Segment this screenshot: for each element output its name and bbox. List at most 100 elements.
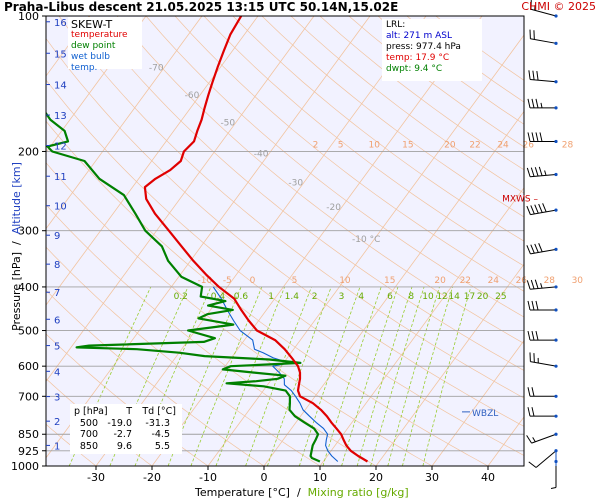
wind-barb <box>526 432 558 444</box>
wind-barb <box>528 70 558 84</box>
table-header: T <box>126 406 132 417</box>
lrl-title: LRL: <box>386 20 406 30</box>
copyright-notice: CHMI © 2025 <box>521 0 596 13</box>
wind-barb-half-feather <box>540 102 543 108</box>
dry-adiabat-line <box>46 423 97 466</box>
mixing-ratio-label: 0.2 <box>174 292 188 302</box>
mixing-ratio-line <box>245 286 312 466</box>
mxws-label: MXWS – <box>502 194 538 204</box>
sounding-table: p [hPa] T Td [°C] 500 -19.0 -31.3 700 -2… <box>70 404 182 454</box>
table-cell: -4.5 <box>151 429 170 440</box>
isotherm-line <box>46 16 203 230</box>
mixing-ratio-label: 0.6 <box>234 292 249 302</box>
wind-barb-feather <box>542 203 547 213</box>
isotherm-line <box>207 34 524 466</box>
wind-barb-staff <box>530 8 557 17</box>
wind-barb-feather <box>538 166 543 176</box>
isotherm-line <box>544 16 600 466</box>
temperature-tick-label: -30 <box>87 471 105 484</box>
wind-barb <box>528 449 558 468</box>
pressure-tick-label: 700 <box>18 390 39 403</box>
wind-barb-station <box>554 14 558 18</box>
wind-barb-feather <box>530 167 535 177</box>
wind-barb-staff <box>530 173 557 178</box>
wind-barb-feather <box>535 300 539 311</box>
table-cell: 500 <box>79 417 98 429</box>
y-axis-label: Pressure [hPa] / Altitude [km] <box>10 162 23 331</box>
wind-barb-station <box>554 364 558 368</box>
mixing-ratio-label: 20 <box>477 292 489 302</box>
wind-barb-feather <box>526 245 531 255</box>
wind-barb-staff <box>530 286 557 290</box>
table-header: p [hPa] <box>74 406 108 417</box>
altitude-tick-label: 1 <box>54 441 60 452</box>
plot-frame <box>45 15 525 467</box>
x-axis-label-temperature: Temperature [°C] <box>195 486 290 499</box>
dry-adiabat-line <box>116 16 524 344</box>
table-cell: 700 <box>79 429 98 440</box>
mixing-ratio-label: 3 <box>339 292 345 302</box>
pressure-tick-label: 1000 <box>11 460 39 473</box>
dry-adiabat-line <box>232 16 524 242</box>
wind-barb-half-feather <box>550 486 557 489</box>
wind-barb-half-feather <box>540 283 543 289</box>
wind-barb <box>526 166 558 178</box>
table-row: 500 -19.0 -31.3 <box>74 418 178 430</box>
altitude-tick-label: 9 <box>54 231 60 242</box>
plot-background <box>46 16 524 466</box>
wind-barb-feather <box>527 387 531 397</box>
wind-barb <box>550 459 558 489</box>
wind-barb-feather <box>526 167 531 177</box>
wind-barb-feather <box>526 435 532 444</box>
isotherm-label: -5 <box>223 276 232 286</box>
wind-barb-feather <box>531 300 535 311</box>
isotherm-label: 22 <box>460 276 471 286</box>
wind-barb <box>530 0 558 18</box>
wind-barb-station <box>554 247 558 251</box>
wind-barb-station <box>554 285 558 289</box>
table-cell: -19.0 <box>107 417 132 429</box>
wind-barb-half-feather <box>544 170 547 176</box>
x-axis-label-mixing-ratio: Mixing ratio [g/kg] <box>307 486 409 499</box>
isotherm-upper-label: -50 <box>220 118 235 128</box>
lrl-dewpoint: dwpt: 9.4 °C <box>386 64 443 74</box>
table-header: Td [°C] <box>142 406 176 417</box>
pressure-tick-label: 100 <box>18 10 39 23</box>
table-row: 700 -2.7 -4.5 <box>74 429 178 441</box>
wind-barb <box>527 330 558 342</box>
isotherm-label: 30 <box>572 276 584 286</box>
mixing-ratio-label: 2 <box>312 292 318 302</box>
wind-barb-feather <box>527 407 531 417</box>
altitude-tick-label: 14 <box>54 81 67 92</box>
profile-series <box>46 16 369 463</box>
isotherm-label: 26 <box>523 140 535 150</box>
chart-title: Praha-Libus descent 21.05.2025 13:15 UTC… <box>4 0 399 14</box>
temperature-tick-label: 20 <box>369 471 383 484</box>
wind-barb-feather <box>536 70 539 81</box>
wind-barbs <box>526 0 558 489</box>
wind-barb-feather <box>531 132 535 142</box>
wind-barb <box>527 407 558 418</box>
isotherm-label: 15 <box>384 276 395 286</box>
isotherm-label: 28 <box>544 276 556 286</box>
lrl-pressure: press: 977.4 hPa <box>386 42 461 52</box>
wind-barb-staff <box>531 433 557 444</box>
wind-barb <box>526 243 558 255</box>
isotherm-line <box>263 110 524 466</box>
wind-barb-staff <box>535 450 557 468</box>
isotherm-label: 5 <box>292 276 298 286</box>
y-axis-label-altitude: Altitude [km] <box>10 162 24 235</box>
wind-barb-staff <box>530 38 557 44</box>
legend-item-wetbulb: wet bulb temp. <box>71 52 110 73</box>
isotherm-label: 10 <box>339 276 351 286</box>
legend: SKEW-T temperature dew point wet bulb te… <box>68 17 142 73</box>
grid-labels: 0.2 0.4 0.6 1 1.4 2 3 4 6 8 10 12 14 17 20 252 5 10 15 20 22… <box>102 41 600 302</box>
dry-adiabat-line <box>58 16 524 399</box>
legend-item-temperature: temperature <box>71 30 128 40</box>
wind-barb-feather <box>528 70 531 80</box>
wind-barb <box>527 300 558 312</box>
y-axis-label-separator: / <box>10 234 24 252</box>
wind-barb-feather <box>532 70 535 80</box>
isotherm-line <box>151 16 483 466</box>
temperature-tick-label: 10 <box>313 471 327 484</box>
